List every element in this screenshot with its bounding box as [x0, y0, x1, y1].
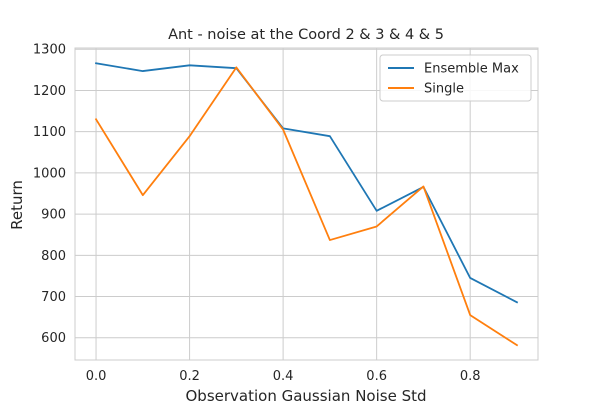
tick-labels: 0.0 0.2 0.4 0.6 0.8 600 700 800 900 1000 1100 1200 1…: [33, 43, 481, 384]
legend-label-ensemble-max: Ensemble Max: [424, 62, 519, 77]
series-lines: [94, 62, 519, 347]
x-tick-label: 0.8: [460, 369, 481, 384]
grid: [75, 48, 538, 360]
chart-title: Ant - noise at the Coord 2 & 3 & 4 & 5: [168, 27, 444, 43]
y-tick-label: 700: [41, 290, 66, 305]
y-tick-label: 1000: [33, 166, 66, 181]
y-tick-label: 1300: [33, 43, 66, 58]
x-tick-label: 0.2: [179, 369, 200, 384]
y-tick-label: 1200: [33, 84, 66, 99]
y-tick-label: 900: [41, 208, 66, 223]
x-tick-label: 0.6: [366, 369, 387, 384]
x-tick-label: 0.4: [273, 369, 294, 384]
y-tick-label: 1100: [33, 125, 66, 140]
series-line-single: [94, 66, 519, 347]
y-tick-label: 800: [41, 249, 66, 264]
x-axis-label: Observation Gaussian Noise Std: [186, 387, 427, 404]
y-tick-label: 600: [41, 331, 66, 346]
plot-frame: [74, 47, 539, 361]
y-axis-label: Return: [8, 180, 26, 230]
x-tick-label: 0.0: [86, 369, 107, 384]
legend: Ensemble Max Single: [379, 54, 532, 102]
legend-label-single: Single: [424, 82, 464, 97]
series-line-ensemble-max: [95, 62, 519, 304]
legend-box: [379, 54, 532, 102]
